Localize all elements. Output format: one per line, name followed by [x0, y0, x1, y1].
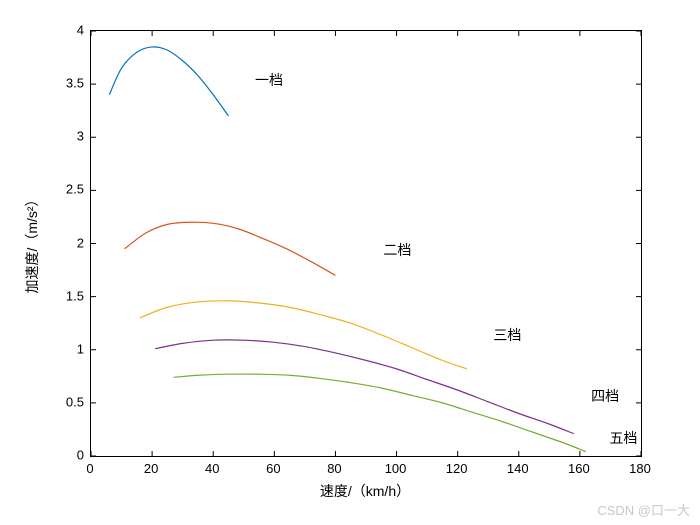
y-tick-label: 0.5: [58, 394, 84, 409]
y-tick-label: 1.5: [58, 288, 84, 303]
x-axis-label: 速度/（km/h）: [320, 481, 410, 501]
series-line-2: [125, 222, 336, 275]
series-label-4: 四档: [591, 386, 619, 406]
series-label-1: 一档: [255, 70, 283, 90]
y-tick-label: 4: [58, 23, 84, 38]
series-line-4: [155, 340, 574, 434]
x-tick-label: 60: [266, 461, 280, 476]
y-axis-label: 加速度/（m/s²）: [22, 192, 42, 293]
series-line-1: [109, 47, 228, 116]
x-tick-label: 160: [568, 461, 590, 476]
series-label-5: 五档: [609, 428, 637, 448]
watermark-text: CSDN @口一大: [597, 500, 690, 519]
y-tick-label: 0: [58, 448, 84, 463]
x-tick-label: 20: [144, 461, 158, 476]
x-tick-label: 40: [205, 461, 219, 476]
series-label-2: 二档: [383, 240, 411, 260]
y-tick-label: 2: [58, 235, 84, 250]
x-tick-label: 100: [385, 461, 407, 476]
x-tick-label: 120: [446, 461, 468, 476]
x-tick-label: 140: [507, 461, 529, 476]
chart-svg: [91, 31, 641, 456]
x-tick-label: 80: [327, 461, 341, 476]
y-tick-label: 1: [58, 341, 84, 356]
y-tick-label: 3: [58, 129, 84, 144]
y-tick-label: 2.5: [58, 182, 84, 197]
x-tick-label: 0: [86, 461, 93, 476]
y-tick-label: 3.5: [58, 76, 84, 91]
series-line-5: [174, 374, 587, 452]
plot-area: [90, 30, 642, 457]
x-tick-label: 180: [629, 461, 651, 476]
series-line-3: [140, 301, 467, 369]
series-label-3: 三档: [493, 325, 521, 345]
